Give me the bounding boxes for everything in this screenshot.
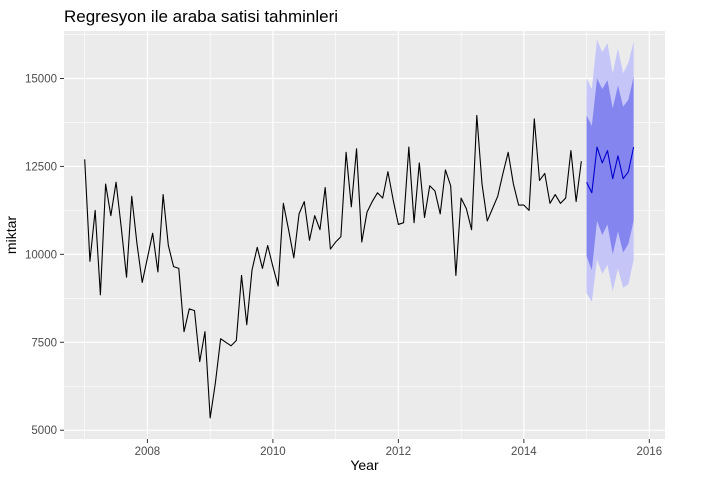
grid xyxy=(64,31,665,439)
x-tick-label: 2014 xyxy=(511,446,537,458)
actual-line xyxy=(84,114,582,419)
x-axis-title: Year xyxy=(350,457,379,473)
y-tick-label: 10000 xyxy=(25,249,57,261)
y-tick-label: 7500 xyxy=(31,337,57,349)
forecast-line xyxy=(586,146,635,194)
y-tick-label: 5000 xyxy=(31,425,57,437)
plot-panel xyxy=(64,31,665,439)
y-axis-title: miktar xyxy=(3,216,19,254)
x-tick-label: 2012 xyxy=(386,446,412,458)
forecast-interval-80 xyxy=(586,76,634,271)
x-tick-label: 2010 xyxy=(260,446,286,458)
series-lines xyxy=(84,114,635,419)
chart-title: Regresyon ile araba satisi tahminleri xyxy=(64,7,338,26)
x-tick-label: 2008 xyxy=(135,446,161,458)
x-tick-label: 2016 xyxy=(637,446,663,458)
y-tick-label: 15000 xyxy=(25,73,57,85)
y-tick-label: 12500 xyxy=(25,161,57,173)
axes: 2008 2010 2012 2014 2016 5000 7500 10000 12500 15… xyxy=(25,73,662,458)
forecast-bands xyxy=(586,39,634,302)
